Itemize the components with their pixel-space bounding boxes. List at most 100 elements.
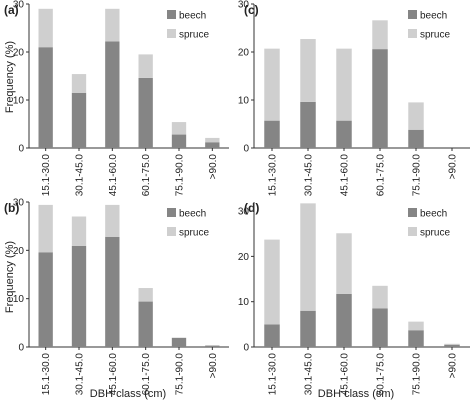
- y-tick-label: 20: [13, 246, 25, 257]
- bar-beech: [38, 47, 53, 149]
- bar-spruce: [105, 8, 120, 42]
- x-tick-label: 75.1-90.0: [175, 353, 186, 396]
- legend-swatch-spruce: [408, 29, 417, 38]
- panel-label: (c): [244, 3, 259, 17]
- bar-beech: [408, 129, 424, 148]
- y-axis-label-top: Frequency (%): [4, 41, 16, 113]
- bar-beech: [336, 293, 352, 347]
- bar-beech: [138, 301, 153, 347]
- y-tick-label: 10: [238, 297, 250, 308]
- y-tick-label: 0: [18, 343, 24, 354]
- x-tick-label: 75.1-90.0: [412, 353, 423, 396]
- legend-swatch-spruce: [408, 227, 417, 236]
- x-tick-label: 60.1-75.0: [376, 353, 387, 396]
- bar-beech: [300, 101, 316, 148]
- x-tick-label: 60.1-75.0: [376, 154, 387, 197]
- bar-spruce: [408, 321, 424, 331]
- y-tick-label: 20: [238, 48, 250, 59]
- x-tick-label: >90.0: [208, 353, 219, 379]
- chart-panel-4: (d) 0 10 20 30 15.1-30.0 30.1-45.0 45.1-60.0 60.…: [238, 201, 470, 395]
- x-tick-label: 30.1-45.0: [304, 154, 315, 197]
- x-tick-label: 15.1-30.0: [41, 353, 52, 396]
- x-tick-label: 60.1-75.0: [141, 154, 152, 197]
- bar-beech: [138, 77, 153, 148]
- bar-spruce: [138, 54, 153, 78]
- y-tick-label: 30: [238, 0, 250, 11]
- bar-beech: [336, 120, 352, 148]
- y-axis-label-bottom: Frequency (%): [4, 241, 16, 313]
- y-tick-label: 20: [238, 252, 250, 263]
- y-tick-label: 30: [238, 207, 250, 218]
- bar-beech: [372, 49, 388, 149]
- y-tick-label: 0: [243, 144, 249, 155]
- legend-label-spruce: spruce: [179, 30, 209, 41]
- y-tick-label: 10: [13, 294, 25, 305]
- bar-spruce: [71, 216, 87, 246]
- x-tick-label: 45.1-60.0: [108, 154, 119, 197]
- legend-swatch-beech: [408, 208, 417, 217]
- x-tick-label: 45.1-60.0: [340, 154, 351, 197]
- bar-beech: [171, 337, 187, 347]
- bar-beech: [408, 330, 424, 347]
- bar-spruce: [300, 203, 316, 311]
- x-tick-label: >90.0: [208, 154, 219, 180]
- y-tick-label: 10: [13, 96, 25, 107]
- x-axis-label-left: DBH class (cm): [90, 388, 166, 400]
- x-tick-label: 45.1-60.0: [108, 353, 119, 396]
- bar-spruce: [444, 343, 460, 345]
- bar-spruce: [336, 233, 352, 294]
- bar-beech: [444, 344, 460, 347]
- x-axis-label-right: DBH class (cm): [318, 388, 394, 400]
- y-tick-label: 30: [13, 0, 25, 11]
- bar-beech: [205, 142, 220, 148]
- panel-label: (d): [244, 201, 259, 215]
- bar-spruce: [38, 8, 53, 48]
- legend-label-beech: beech: [179, 209, 206, 220]
- panel-label: (b): [4, 201, 19, 215]
- x-tick-label: >90.0: [448, 154, 459, 180]
- bar-spruce: [71, 74, 87, 93]
- legend-label-spruce: spruce: [420, 228, 450, 239]
- x-tick-label: 30.1-45.0: [304, 353, 315, 396]
- bar-beech: [300, 310, 316, 347]
- bar-spruce: [105, 204, 120, 237]
- y-tick-label: 30: [13, 198, 25, 209]
- bar-beech: [71, 245, 87, 347]
- x-tick-label: 75.1-90.0: [175, 154, 186, 197]
- bar-beech: [205, 345, 220, 347]
- y-tick-label: 0: [18, 144, 24, 155]
- bar-beech: [171, 134, 187, 148]
- x-tick-label: 75.1-90.0: [412, 154, 423, 197]
- x-tick-label: 15.1-30.0: [41, 154, 52, 197]
- bar-spruce: [38, 204, 53, 253]
- y-tick-label: 0: [243, 343, 249, 354]
- y-tick-label: 10: [238, 96, 250, 107]
- bar-beech: [264, 324, 280, 347]
- x-tick-label: 60.1-75.0: [141, 353, 152, 396]
- bar-spruce: [205, 137, 220, 143]
- bar-spruce: [171, 122, 187, 135]
- bar-spruce: [336, 48, 352, 121]
- x-tick-label: 15.1-30.0: [268, 154, 279, 197]
- chart-panel-2: (c) 0 10 20 30 15.1-30.0 30.1-45.0 45.1-60.0 60.…: [238, 0, 470, 196]
- legend-swatch-beech: [408, 10, 417, 19]
- bar-spruce: [264, 239, 280, 325]
- chart-panel-1: (a) 0 10 20 30 15.1-30.0 30.1-45.0 45.1-60.0 60.…: [4, 0, 229, 196]
- legend-label-beech: beech: [420, 11, 447, 22]
- legend-label-spruce: spruce: [179, 228, 209, 239]
- bar-spruce: [372, 285, 388, 309]
- legend-label-beech: beech: [420, 209, 447, 220]
- bar-beech: [105, 41, 120, 148]
- chart-panel-3: (b) 0 10 20 30 15.1-30.0 30.1-45.0 45.1-60.0 60.…: [4, 198, 229, 396]
- bar-spruce: [138, 288, 153, 302]
- x-tick-label: 15.1-30.0: [268, 353, 279, 396]
- x-tick-label: >90.0: [448, 353, 459, 379]
- bar-beech: [264, 120, 280, 148]
- legend-swatch-spruce: [167, 29, 176, 38]
- bar-beech: [105, 236, 120, 347]
- x-tick-label: 30.1-45.0: [75, 154, 86, 197]
- bar-beech: [38, 252, 53, 347]
- bar-beech: [71, 92, 87, 148]
- bar-spruce: [300, 39, 316, 102]
